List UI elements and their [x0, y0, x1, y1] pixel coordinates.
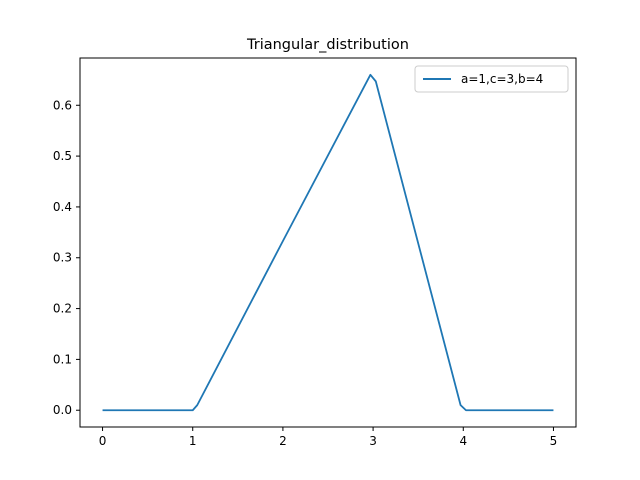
x-tick-label: 0 — [99, 434, 107, 448]
x-tick-label: 2 — [279, 434, 287, 448]
y-tick-label: 0.3 — [53, 251, 72, 265]
x-tick-label: 1 — [189, 434, 197, 448]
x-tick-label: 4 — [459, 434, 467, 448]
x-tick-label: 3 — [369, 434, 377, 448]
chart-title: Triangular_distribution — [246, 37, 409, 53]
y-tick-label: 0.4 — [53, 200, 72, 214]
y-tick-label: 0.5 — [53, 149, 72, 163]
axis-ticks: 0 1 2 3 4 5 0.0 0.1 0.2 0.3 0.4 0.5 0.6 — [53, 98, 557, 448]
legend-label: a=1,c=3,b=4 — [461, 72, 543, 86]
series-line — [102, 73, 554, 412]
y-tick-label: 0.2 — [53, 302, 72, 316]
axes-frame — [79, 57, 577, 428]
x-tick-label: 5 — [550, 434, 558, 448]
plot-lines — [102, 73, 554, 412]
y-tick-label: 0.6 — [53, 98, 72, 112]
y-tick-label: 0.1 — [53, 352, 72, 366]
legend-box — [414, 65, 569, 93]
legend: a=1,c=3,b=4 — [414, 65, 569, 93]
y-tick-label: 0.0 — [53, 403, 72, 417]
